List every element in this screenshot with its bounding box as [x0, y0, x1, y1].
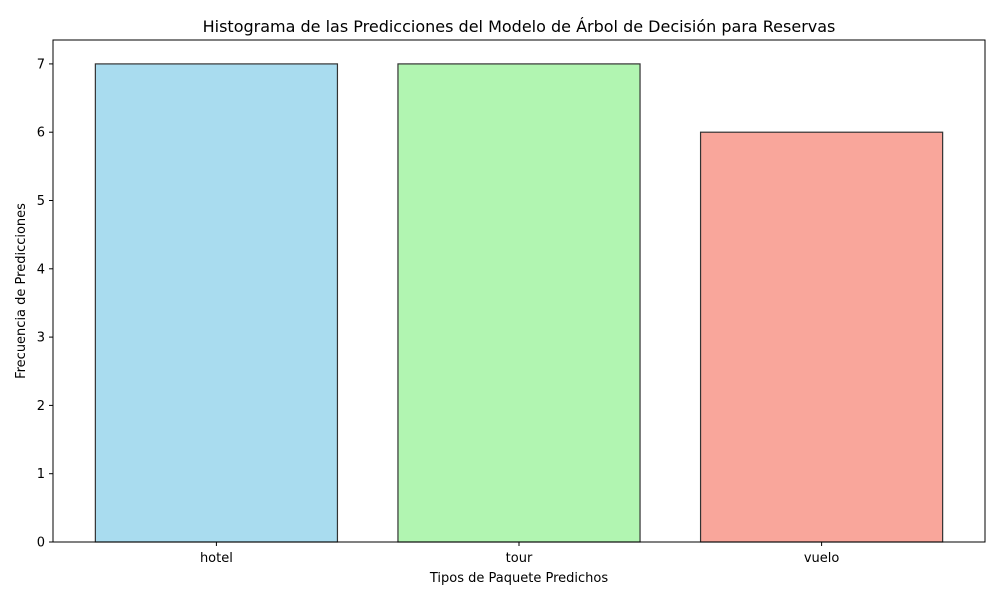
- y-tick-label: 4: [37, 262, 45, 277]
- y-tick-label: 7: [37, 57, 45, 72]
- y-tick-label: 3: [37, 331, 45, 346]
- y-tick-label: 6: [37, 126, 45, 141]
- x-axis-label: Tipos de Paquete Predichos: [429, 571, 608, 586]
- x-tick-label: tour: [506, 551, 533, 566]
- x-tick-label: hotel: [200, 551, 233, 566]
- y-tick-label: 0: [37, 536, 45, 551]
- x-tick-label: vuelo: [804, 551, 840, 566]
- bar-tour: [397, 63, 641, 543]
- y-axis-label: Frecuencia de Predicciones: [14, 203, 29, 379]
- y-axis-ticks: 0 1 2 3 4 5 6 7: [37, 57, 53, 551]
- plot-frame: [52, 39, 986, 543]
- x-axis-ticks: hotel tour vuelo: [200, 542, 839, 566]
- bar-hotel: [94, 63, 339, 543]
- y-tick-label: 1: [37, 467, 45, 482]
- bars-group: [94, 63, 944, 543]
- bar-vuelo: [699, 131, 944, 543]
- y-tick-label: 2: [37, 399, 45, 414]
- y-tick-label: 5: [37, 194, 45, 209]
- chart-title: Histograma de las Predicciones del Model…: [203, 17, 836, 36]
